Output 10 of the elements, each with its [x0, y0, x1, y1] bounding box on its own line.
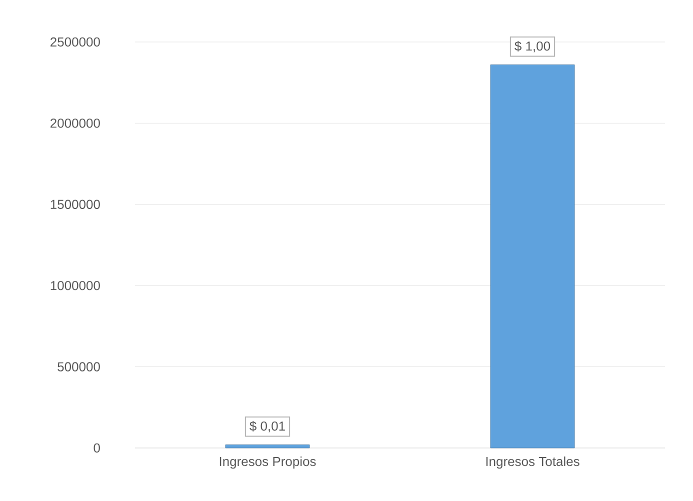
y-tick-label: 500000: [58, 362, 100, 372]
y-tick-label: 1500000: [50, 200, 100, 209]
y-tick-label: 2500000: [50, 37, 100, 47]
annotation: $ 1,00: [514, 40, 550, 52]
y-tick-label: 1000000: [50, 280, 100, 290]
y-tick-label: 2000000: [50, 118, 100, 128]
annotation: $ 0,01: [250, 420, 285, 432]
x-tick-label: Ingresos Totales: [486, 456, 580, 469]
x-tick-label: Ingresos Propios: [220, 456, 316, 469]
y-tick-label: 0: [94, 443, 100, 453]
